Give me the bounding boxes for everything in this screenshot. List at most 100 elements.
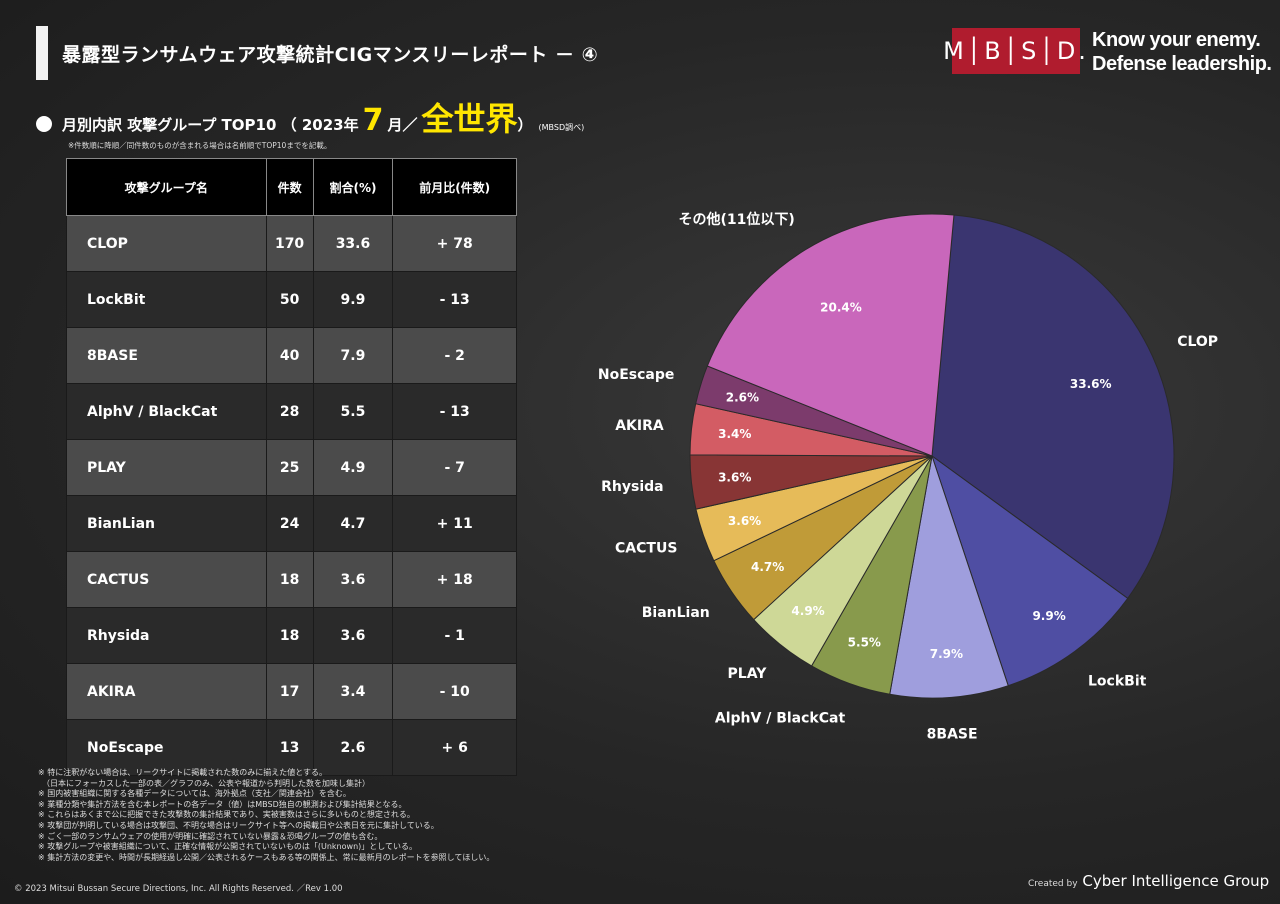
- cell-group-name: 8BASE: [66, 327, 267, 384]
- table-header-row: 攻撃グループ名 件数 割合(%) 前月比(件数): [66, 158, 517, 216]
- subtitle-close: ）: [517, 116, 533, 134]
- table-row: 8BASE 40 7.9- 2: [66, 327, 517, 384]
- table-row: LockBit 50 9.9- 13: [66, 271, 517, 328]
- table-row: CLOP 170 33.6 + 78: [66, 215, 517, 272]
- pie-chart: 33.6% CLOP 9.9% LockBit 7.9% 8BASE 5.5% AlphV /…: [598, 211, 1218, 742]
- table-row: AKIRA 17 3.4- 10: [66, 663, 517, 720]
- subtitle-region: 全世界: [421, 100, 518, 138]
- pie-category-label: Rhysida: [601, 479, 663, 495]
- cell-ratio: 7.9: [312, 327, 394, 384]
- header-ratio: 割合(%): [312, 158, 394, 216]
- cell-group-name: LockBit: [66, 271, 267, 328]
- cell-count: 40: [265, 327, 314, 384]
- table-row: AlphV / BlackCat 28 5.5- 13: [66, 383, 517, 440]
- pie-category-label: CLOP: [1177, 334, 1218, 350]
- cell-ratio: 3.6: [312, 607, 394, 664]
- subtitle-month: 7: [362, 103, 384, 138]
- pie-percent-label: 3.6%: [728, 514, 761, 528]
- pie-percent-label: 3.6%: [718, 470, 751, 484]
- cell-ratio: 3.4: [312, 663, 394, 720]
- pie-category-label: BianLian: [642, 605, 710, 621]
- chart-subtitle: 月別内訳 攻撃グループ TOP10 （ 2023年 7 月／ 全世界 ） (MB…: [36, 94, 584, 140]
- cig-name: Cyber Intelligence Group: [1082, 872, 1270, 890]
- pie-percent-label: 7.9%: [930, 647, 963, 661]
- footnote-line: ※ 業種分類や集計方法を含む本レポートの各データ（値）はMBSD独自の観測および…: [38, 799, 407, 809]
- pie-percent-label: 4.7%: [751, 560, 784, 574]
- cell-mom: + 6: [392, 719, 517, 776]
- cell-ratio: 4.7: [312, 495, 394, 552]
- footnotes: ※ 特に注釈がない場合は、リークサイトに掲載された数のみに揃えた値とする。 （日…: [38, 768, 494, 863]
- pie-category-label: PLAY: [728, 666, 768, 682]
- cell-count: 17: [265, 663, 314, 720]
- cell-count: 28: [265, 383, 314, 440]
- header-count: 件数: [265, 158, 314, 216]
- table-row: Rhysida 18 3.6- 1: [66, 607, 517, 664]
- pie-category-label: CACTUS: [615, 540, 677, 556]
- created-by-label: Created by: [1028, 879, 1078, 889]
- cell-group-name: CACTUS: [66, 551, 267, 608]
- cell-mom: - 7: [392, 439, 517, 496]
- footnote-line: ※ 攻撃グループや被害組織について、正確な情報が公開されていないものは「(Unk…: [38, 842, 418, 852]
- cell-count: 13: [265, 719, 314, 776]
- cell-count: 24: [265, 495, 314, 552]
- pie-slice-11: [706, 213, 955, 457]
- footnote-line: ※ 国内被害組織に関する各種データについては、海外拠点（支社／関連会社）を含む。: [38, 789, 351, 799]
- cell-group-name: PLAY: [66, 439, 267, 496]
- cell-mom: + 78: [392, 215, 517, 272]
- pie-percent-label: 3.4%: [718, 427, 751, 441]
- cell-ratio: 33.6: [312, 215, 394, 272]
- footnote-line: ※ ごく一部のランサムウェアの使用が明確に確認されていない暴露＆恐喝グループの値…: [38, 831, 383, 841]
- subtitle-source: (MBSD調べ): [538, 123, 585, 132]
- pie-category-label: 8BASE: [927, 726, 978, 742]
- cell-ratio: 4.9: [312, 439, 394, 496]
- copyright: © 2023 Mitsui Bussan Secure Directions, …: [14, 884, 343, 894]
- cell-group-name: AlphV / BlackCat: [66, 383, 267, 440]
- footnote-line: ※ 集計方法の変更や、時間が長期経過し公開／公表されるケースもある等の関係上、常…: [38, 852, 495, 862]
- pie-percent-label: 5.5%: [848, 636, 881, 650]
- header-group-name: 攻撃グループ名: [66, 158, 267, 216]
- pie-category-label: AKIRA: [615, 418, 664, 434]
- cell-count: 18: [265, 607, 314, 664]
- cell-mom: - 1: [392, 607, 517, 664]
- cell-mom: + 18: [392, 551, 517, 608]
- table-note: ※件数順に降順／同件数のものが含まれる場合は名前順でTOP10までを記載。: [68, 141, 332, 150]
- cell-count: 25: [265, 439, 314, 496]
- pie-percent-label: 20.4%: [820, 300, 862, 314]
- mbsd-logo: M│B│S│D.: [943, 28, 1086, 74]
- header-mom: 前月比(件数): [392, 158, 517, 216]
- top10-table: 攻撃グループ名 件数 割合(%) 前月比(件数) CLOP 170 33.6 + 78…: [66, 158, 517, 776]
- cell-group-name: CLOP: [66, 215, 267, 272]
- cell-mom: - 13: [392, 271, 517, 328]
- footnote-line: （日本にフォーカスした一部の表／グラフのみ、公表や報道から判明した数を加味し集計…: [38, 778, 370, 788]
- table-row: PLAY 25 4.9- 7: [66, 439, 517, 496]
- cell-group-name: Rhysida: [66, 607, 267, 664]
- cell-ratio: 5.5: [312, 383, 394, 440]
- pie-percent-label: 9.9%: [1032, 609, 1065, 623]
- created-by: Created by Cyber Intelligence Group: [1028, 872, 1269, 890]
- cell-mom: - 13: [392, 383, 517, 440]
- pie-slice-clop: [931, 214, 1175, 600]
- bullet-icon: [36, 116, 52, 132]
- table-row: NoEscape 13 2.6 + 6: [66, 719, 517, 776]
- tagline-line-1: Know your enemy.: [1092, 29, 1261, 51]
- pie-percent-label: 33.6%: [1070, 377, 1112, 391]
- footnote-line: ※ これらはあくまで公に把握できた攻撃数の集計結果であり、実被害数はさらに多いも…: [38, 810, 415, 820]
- pie-category-label: NoEscape: [598, 367, 675, 383]
- cell-count: 50: [265, 271, 314, 328]
- cell-ratio: 9.9: [312, 271, 394, 328]
- page-title: 暴露型ランサムウェア攻撃統計CIGマンスリーレポート － ④: [62, 44, 599, 66]
- cell-count: 18: [265, 551, 314, 608]
- table-row: BianLian 24 4.7 + 11: [66, 495, 517, 552]
- table-row: CACTUS 18 3.6 + 18: [66, 551, 517, 608]
- tagline-line-2: Defense leadership.: [1092, 53, 1272, 75]
- pie-slice-lockbit: [931, 454, 1129, 687]
- cell-ratio: 2.6: [312, 719, 394, 776]
- pie-category-label: AlphV / BlackCat: [715, 710, 846, 726]
- footnote-line: ※ 攻撃団が判明している場合は攻撃団、不明な場合はリークサイト等への掲載日や公表…: [38, 820, 439, 830]
- pie-percent-label: 2.6%: [726, 390, 759, 404]
- cell-group-name: BianLian: [66, 495, 267, 552]
- cell-mom: + 11: [392, 495, 517, 552]
- tagline: Know your enemy. Defense leadership.: [1092, 28, 1272, 76]
- cell-group-name: NoEscape: [66, 719, 267, 776]
- pie-slice-8base: [889, 455, 1009, 699]
